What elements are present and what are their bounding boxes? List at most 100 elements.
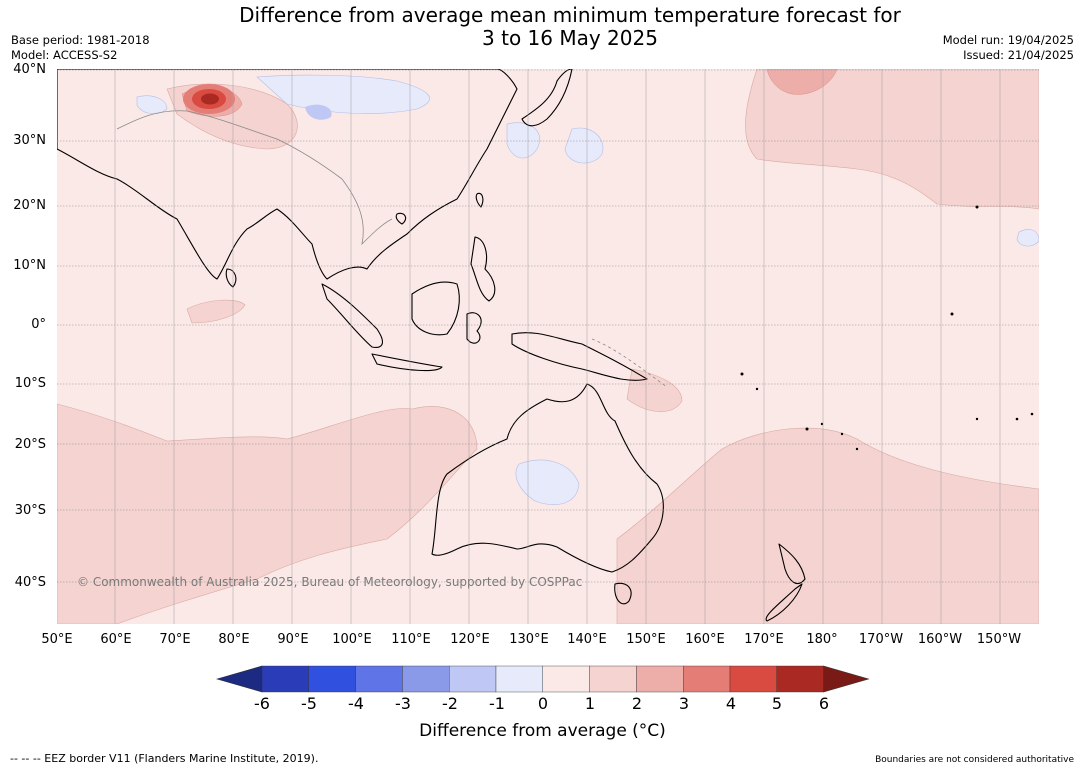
- colorbar-cell: [776, 665, 824, 693]
- coast-asia-mainland: [57, 69, 518, 280]
- lon-label: 180°: [806, 632, 838, 647]
- border-southeast-asia: [341, 178, 393, 246]
- lon-label: 120°E: [450, 632, 490, 647]
- lat-label: 30°N: [13, 133, 46, 148]
- cool-zone-central-australia: [515, 459, 580, 505]
- colorbar-cell: [261, 665, 309, 693]
- base-period: Base period: 1981-2018: [11, 33, 150, 47]
- coast-sulawesi: [466, 312, 482, 344]
- lat-label: 10°S: [14, 376, 46, 391]
- coast-new-zealand: [765, 543, 806, 622]
- colorbar-cell: [495, 665, 543, 693]
- island: [820, 422, 824, 426]
- colorbar-tick: 5: [771, 694, 783, 713]
- map-title: Difference from average mean minimum tem…: [0, 4, 1085, 50]
- eez-legend-note: -- -- -- EEZ border V11 (Flanders Marine…: [10, 752, 319, 765]
- colorbar-tick: 6: [818, 694, 830, 713]
- cool-zone-pakistan: [136, 95, 168, 114]
- meta-left: Base period: 1981-2018 Model: ACCESS-S2: [11, 33, 150, 63]
- border-eez: [591, 338, 668, 388]
- coast-new-guinea: [511, 332, 648, 381]
- cool-anomaly-zones: [136, 74, 1039, 505]
- warm-zone-indian-ocean: [57, 403, 478, 624]
- colorbar-tick: -3: [395, 694, 411, 713]
- lat-label: 20°S: [14, 437, 46, 452]
- island: [755, 387, 759, 391]
- model-name: Model: ACCESS-S2: [11, 48, 118, 62]
- cool-zone-hawaii: [1016, 229, 1039, 247]
- colorbar-cell: [729, 665, 777, 693]
- colorbar: [215, 665, 870, 693]
- hot-spot-inner: [201, 93, 219, 105]
- warm-zone-arabian-sea: [186, 299, 246, 324]
- coast-java: [371, 353, 443, 372]
- island: [740, 372, 744, 376]
- hot-spot-tibet: [183, 84, 235, 114]
- warm-zone-south-pacific: [616, 427, 1039, 624]
- coast-hainan: [395, 212, 407, 225]
- lat-label: 0°: [31, 317, 46, 332]
- island: [975, 417, 979, 421]
- coastlines: [57, 69, 806, 622]
- forecast-map: [57, 69, 1039, 624]
- lon-label: 150°E: [626, 632, 666, 647]
- lon-label: 110°E: [391, 632, 431, 647]
- lat-label: 20°N: [13, 198, 46, 213]
- lon-label: 170°E: [744, 632, 784, 647]
- colorbar-cells: [215, 665, 870, 693]
- lat-label: 40°N: [13, 62, 46, 77]
- colorbar-tick: 4: [725, 694, 737, 713]
- model-run: Model run: 19/04/2025: [942, 33, 1074, 47]
- colorbar-label: Difference from average (°C): [419, 721, 666, 741]
- boundaries-disclaimer: Boundaries are not considered authoritat…: [875, 755, 1074, 765]
- colorbar-cell: [636, 665, 684, 693]
- lon-label: 60°E: [100, 632, 132, 647]
- cool-zone-tibetan-plateau: [256, 74, 430, 114]
- colorbar-cell: [589, 665, 637, 693]
- coast-sumatra: [321, 283, 383, 348]
- coast-borneo: [411, 281, 460, 336]
- colorbar-tick: 1: [584, 694, 596, 713]
- lon-label: 150°W: [976, 632, 1022, 647]
- lat-label: 40°S: [14, 575, 46, 590]
- lat-label: 30°S: [14, 503, 46, 518]
- island: [805, 427, 809, 431]
- warm-anomaly-zones: [57, 69, 1039, 624]
- cool-zone-japan-sea: [506, 122, 540, 159]
- colorbar-arrow-low: [215, 665, 263, 693]
- island: [1015, 417, 1019, 421]
- lon-label: 160°E: [685, 632, 725, 647]
- island: [950, 312, 954, 316]
- colorbar-cell: [683, 665, 731, 693]
- lon-label: 140°E: [567, 632, 607, 647]
- meridians: [114, 69, 1001, 624]
- lon-label: 70°E: [159, 632, 191, 647]
- lon-label: 170°W: [858, 632, 904, 647]
- colorbar-cell: [448, 665, 497, 693]
- coast-tasmania: [614, 582, 632, 605]
- lon-label: 50°E: [41, 632, 73, 647]
- colorbar-tick: 2: [631, 694, 643, 713]
- lon-label: 80°E: [218, 632, 250, 647]
- meta-right: Model run: 19/04/2025 Issued: 21/04/2025: [943, 33, 1074, 63]
- colorbar-tick: 0: [537, 694, 549, 713]
- lon-label: 100°E: [332, 632, 372, 647]
- colorbar-cell: [402, 665, 450, 693]
- country-borders: [116, 110, 668, 388]
- border-india-china: [116, 110, 343, 180]
- colorbar-arrow-high: [823, 665, 870, 693]
- coast-australia: [431, 383, 664, 573]
- colorbar-cell: [355, 665, 403, 693]
- coast-philippines: [470, 236, 496, 302]
- lat-label: 10°N: [13, 258, 46, 273]
- island: [855, 447, 859, 451]
- title-line-1: Difference from average mean minimum tem…: [239, 3, 901, 27]
- island: [1030, 412, 1034, 416]
- colorbar-cell: [308, 665, 356, 693]
- colorbar-cell: [542, 665, 590, 693]
- lon-label: 130°E: [509, 632, 549, 647]
- issued-date: Issued: 21/04/2025: [963, 48, 1074, 62]
- colorbar-tick: 3: [678, 694, 690, 713]
- island: [840, 432, 844, 436]
- pacific-islands: [740, 205, 1034, 451]
